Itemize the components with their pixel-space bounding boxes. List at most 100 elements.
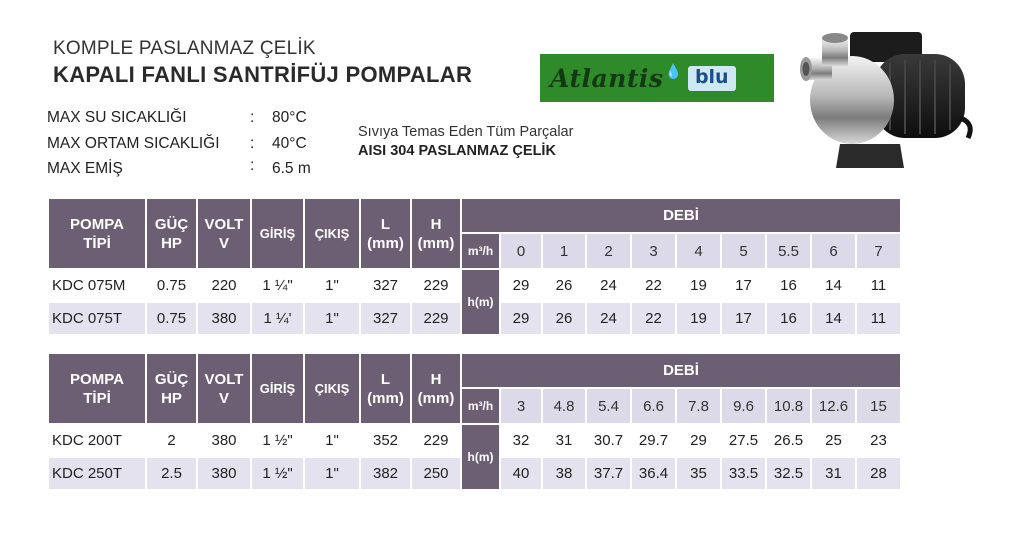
- length-mm: 352: [372, 432, 399, 449]
- header-power: GÜÇ HP: [147, 199, 196, 268]
- flow-value: 10.8: [767, 389, 810, 423]
- flow-value: 6.6: [632, 389, 675, 423]
- outlet: 1": [325, 277, 339, 294]
- head-value: 38: [543, 458, 585, 489]
- spec-value-suction: 6.5 m: [272, 160, 311, 177]
- table-row: KDC 200T 2 380 1 ½" 1" 352 229 h(m) 32 3…: [49, 425, 900, 489]
- head-value: 32: [512, 432, 530, 449]
- voltage: 220: [211, 277, 237, 294]
- flow-value: 4: [677, 234, 720, 268]
- head-value: 24: [600, 277, 617, 294]
- header-height: H (mm): [412, 354, 460, 423]
- length-mm: 327: [372, 277, 399, 294]
- flow-value: 0: [501, 234, 541, 268]
- flow-unit: m³/h: [462, 234, 499, 268]
- voltage: 380: [198, 458, 250, 489]
- head-value: 29: [690, 432, 707, 449]
- head-value: 29: [512, 277, 530, 294]
- table-row: KDC 075M 0.75 220 1 ¼" 1" 327 229 h(m) 2…: [49, 270, 900, 334]
- header-voltage: VOLT V: [198, 199, 250, 268]
- pump-table-1: POMPA TİPİ GÜÇ HP VOLT V GİRİŞ ÇIKIŞ L (mm) …: [47, 197, 902, 336]
- flow-value: 9.6: [722, 389, 765, 423]
- flow-value: 5.4: [587, 389, 630, 423]
- head-unit: h(m): [462, 425, 499, 489]
- pump-type: KDC 075M: [52, 277, 126, 294]
- outlet: 1": [325, 432, 339, 449]
- height-mm: 250: [412, 458, 460, 489]
- pump-type: KDC 075T: [49, 303, 145, 334]
- power-hp: 2.5: [147, 458, 196, 489]
- head-value: 26.5: [773, 432, 804, 449]
- head-value: 31: [812, 458, 855, 489]
- height-mm: 229: [423, 277, 449, 294]
- header-length: L (mm): [361, 354, 410, 423]
- material-note-line-1: Sıvıya Temas Eden Tüm Parçalar: [358, 124, 574, 140]
- head-value: 30.7: [593, 432, 624, 449]
- head-value: 11: [870, 277, 887, 294]
- header-inlet: GİRİŞ: [252, 199, 303, 268]
- inlet: 1 ¼': [252, 303, 303, 334]
- head-value: 16: [767, 303, 810, 334]
- flow-value: 15: [857, 389, 900, 423]
- flow-value: 5: [722, 234, 765, 268]
- head-value: 33.5: [722, 458, 765, 489]
- spec-colon: :: [250, 109, 255, 126]
- table-row: KDC 075T 0.75 380 1 ¼' 1" 327 229 29 26 …: [49, 303, 900, 334]
- flow-value: 1: [543, 234, 585, 268]
- flow-value: 5.5: [767, 234, 810, 268]
- title-line-2: KAPALI FANLI SANTRİFÜJ POMPALAR: [53, 62, 473, 87]
- outlet: 1": [305, 458, 359, 489]
- outlet: 1": [305, 303, 359, 334]
- header-outlet: ÇIKIŞ: [305, 199, 359, 268]
- spec-label-ambient-temp: MAX ORTAM SICAKLIĞI: [47, 135, 220, 152]
- head-value: 19: [677, 303, 720, 334]
- head-value: 35: [677, 458, 720, 489]
- pump-table-2: POMPA TİPİ GÜÇ HP VOLT V GİRİŞ ÇIKIŞ L (mm) …: [47, 352, 902, 491]
- flow-value: 7: [857, 234, 900, 268]
- flow-value: 2: [587, 234, 630, 268]
- head-value: 16: [780, 277, 797, 294]
- flow-value: 4.8: [543, 389, 585, 423]
- head-value: 19: [690, 277, 707, 294]
- head-value: 26: [543, 303, 585, 334]
- header-pump-type: POMPA TİPİ: [49, 199, 145, 268]
- head-value: 11: [857, 303, 900, 334]
- head-unit: h(m): [462, 270, 499, 334]
- flow-value: 6: [812, 234, 855, 268]
- inlet: 1 ½": [252, 458, 303, 489]
- pump-image: [800, 32, 973, 168]
- water-drop-icon: 💧: [664, 62, 682, 79]
- header-pump-type: POMPA TİPİ: [49, 354, 145, 423]
- head-value: 40: [501, 458, 541, 489]
- flow-value: 7.8: [677, 389, 720, 423]
- pump-type: KDC 200T: [52, 432, 123, 449]
- header-height: H (mm): [412, 199, 460, 268]
- head-value: 14: [825, 277, 842, 294]
- inlet: 1 ½": [262, 432, 293, 449]
- voltage: 380: [198, 303, 250, 334]
- header-power: GÜÇ HP: [147, 354, 196, 423]
- voltage: 380: [211, 432, 237, 449]
- head-value: 24: [587, 303, 630, 334]
- spec-colon: :: [250, 135, 255, 152]
- title-line-1: KOMPLE PASLANMAZ ÇELİK: [53, 38, 316, 59]
- height-mm: 229: [423, 432, 449, 449]
- height-mm: 229: [412, 303, 460, 334]
- inlet: 1 ¼": [262, 277, 293, 294]
- power-hp: 0.75: [156, 277, 187, 294]
- pump-type: KDC 250T: [49, 458, 145, 489]
- flow-value: 12.6: [812, 389, 855, 423]
- head-value: 37.7: [587, 458, 630, 489]
- header-flow: DEBİ: [462, 199, 900, 232]
- brand-logo: Atlantis 💧 blu: [540, 54, 774, 102]
- head-value: 17: [735, 277, 752, 294]
- head-value: 29: [501, 303, 541, 334]
- spec-label-suction: MAX EMİŞ: [47, 160, 123, 177]
- header-inlet: GİRİŞ: [252, 354, 303, 423]
- spec-value-ambient-temp: 40°C: [272, 135, 307, 152]
- head-value: 25: [825, 432, 842, 449]
- power-hp: 2: [167, 432, 176, 449]
- head-value: 22: [645, 277, 662, 294]
- head-value: 29.7: [638, 432, 669, 449]
- spec-value-water-temp: 80°C: [272, 109, 307, 126]
